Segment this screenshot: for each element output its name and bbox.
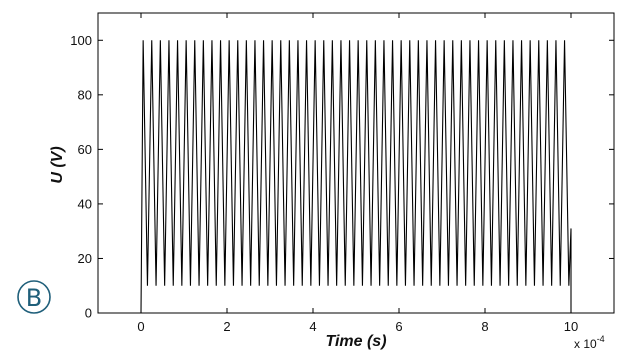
y-tick-label: 0	[85, 306, 92, 321]
plot-frame	[97, 12, 615, 314]
x-tick-label: 0	[137, 319, 144, 334]
y-tick-label: 40	[78, 196, 92, 211]
y-axis-label: U (V)	[49, 146, 66, 183]
x-axis-exponent: x 10-4	[574, 334, 605, 351]
panel-badge: B	[17, 280, 51, 314]
x-tick-label: 4	[309, 319, 316, 334]
x-tick-label: 6	[395, 319, 402, 334]
panel-badge-circle	[17, 280, 51, 314]
y-tick-label: 60	[78, 142, 92, 157]
x-tick-label: 8	[481, 319, 488, 334]
x-axis-label: Time (s)	[325, 333, 386, 350]
x-tick-label: 10	[564, 319, 578, 334]
x-axis: 0 2 4 6 8 10	[137, 13, 578, 334]
y-axis: 0 20 40 60 80 100	[70, 33, 614, 321]
x-axis-exponent-base: x 10	[574, 337, 597, 351]
y-tick-label: 100	[70, 33, 92, 48]
x-axis-exponent-power: -4	[597, 334, 605, 344]
plot-area	[97, 12, 615, 314]
x-tick-label: 2	[223, 319, 230, 334]
series-line	[140, 40, 572, 314]
y-tick-label: 20	[78, 251, 92, 266]
panel-label: B	[26, 284, 42, 312]
y-tick-label: 80	[78, 87, 92, 102]
